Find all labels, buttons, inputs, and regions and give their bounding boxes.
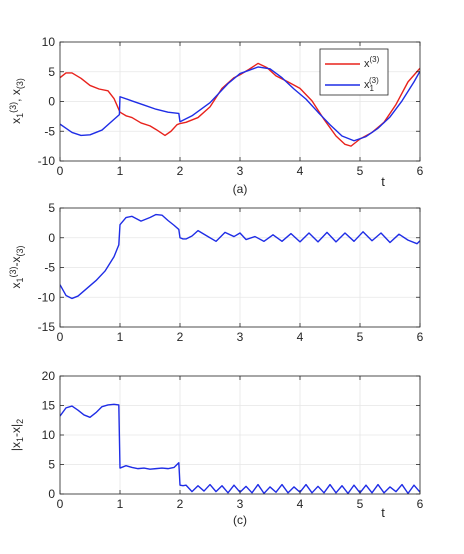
y-tick-label: 5: [48, 201, 55, 215]
y-tick-label: 0: [48, 231, 55, 245]
x-tick-label: 0: [57, 330, 64, 344]
x-tick-label: 2: [177, 164, 184, 178]
y-tick-label: 10: [42, 35, 56, 49]
chart-panel-0: 0 1 2 3 4 5 6 10 5 0 -5 -10 x1(3), x(3) t (a) x(3) x1(3): [8, 35, 423, 196]
x-tick-label: 2: [177, 330, 184, 344]
y-tick-label: 0: [48, 95, 55, 109]
chart-panel-2: 0 1 2 3 4 5 6 20 15 10 5 0 |x1-x|2 t (c): [9, 369, 424, 527]
series-line-0: [60, 213, 420, 300]
x-tick-label: 6: [417, 164, 424, 178]
x-tick-label: 3: [237, 497, 244, 511]
y-axis-label: x1(3), x(3): [8, 78, 24, 124]
x-tick-label: 5: [357, 497, 364, 511]
y-tick-label: -15: [38, 320, 56, 334]
y-tick-label: 5: [48, 65, 55, 79]
x-axis-label: t: [381, 174, 385, 189]
x-tick-label: 6: [417, 330, 424, 344]
y-tick-label: -5: [44, 124, 55, 138]
y-tick-label: 20: [42, 369, 56, 383]
x-tick-label: 1: [117, 330, 124, 344]
series-line-0: [60, 62, 420, 147]
legend-box: [319, 48, 389, 96]
x-tick-label: 4: [297, 164, 304, 178]
x-tick-label: 1: [117, 497, 124, 511]
panel-label: (a): [233, 182, 248, 196]
y-tick-label: 0: [48, 487, 55, 501]
y-axis-label: x1(3)-x(3): [8, 245, 24, 288]
x-tick-label: 4: [297, 497, 304, 511]
x-tick-label: 0: [57, 497, 64, 511]
legend-label-0: x(3): [364, 55, 380, 70]
x-tick-label: 2: [177, 497, 184, 511]
x-tick-label: 5: [357, 330, 364, 344]
y-tick-label: 15: [42, 399, 56, 413]
x-axis-label: t: [381, 505, 385, 520]
series-line-1: [60, 66, 420, 142]
x-tick-label: 4: [297, 330, 304, 344]
legend-label-1: x1(3): [364, 76, 379, 93]
y-tick-label: 10: [42, 428, 56, 442]
x-tick-label: 0: [57, 164, 64, 178]
x-tick-label: 3: [237, 164, 244, 178]
panel-label: (c): [233, 513, 247, 527]
x-tick-label: 3: [237, 330, 244, 344]
y-tick-label: -5: [44, 261, 55, 275]
legend: x(3) x1(3): [319, 48, 389, 96]
y-axis-label: |x1-x|2: [9, 419, 25, 451]
y-tick-label: 5: [48, 458, 55, 472]
x-tick-label: 5: [357, 164, 364, 178]
y-tick-label: -10: [38, 154, 56, 168]
chart-panel-1: 0 1 2 3 4 5 6 5 0 -5 -10 -15 x1(3)-x(3): [8, 201, 423, 344]
x-tick-label: 6: [417, 497, 424, 511]
series-line-0: [60, 403, 420, 494]
y-tick-label: -10: [38, 290, 56, 304]
x-tick-label: 1: [117, 164, 124, 178]
